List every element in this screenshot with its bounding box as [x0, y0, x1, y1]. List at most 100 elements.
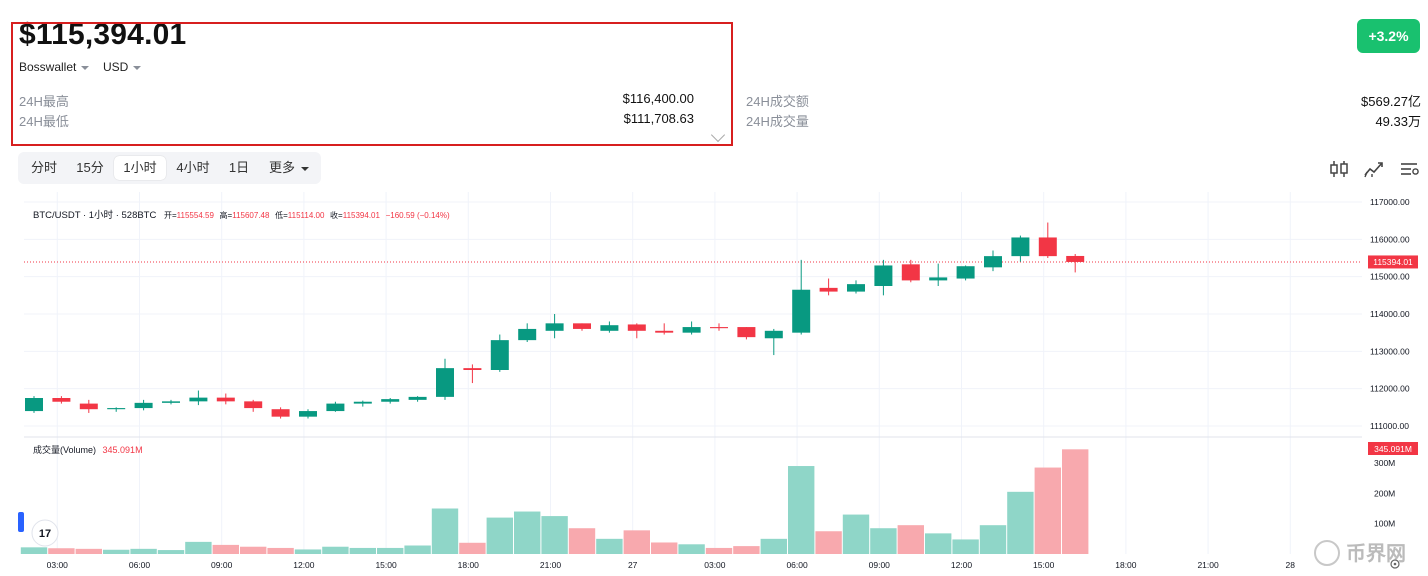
volume-tick-label: 100M — [1374, 519, 1395, 529]
exchange-label: Bosswallet — [19, 60, 77, 74]
price-chart[interactable]: 117000.00 116000.00 115000.00 114000.00 1130… — [0, 192, 1428, 576]
price-axis: 117000.00 116000.00 115000.00 114000.00 1130… — [1370, 197, 1410, 431]
tab-fenshi[interactable]: 分时 — [30, 160, 57, 175]
settings-list-icon[interactable] — [1399, 160, 1421, 178]
stat-value-turnover: $569.27亿 — [1361, 94, 1421, 109]
volume-bar — [404, 545, 431, 554]
indicators-icon[interactable] — [1363, 160, 1385, 178]
volume-bar — [322, 546, 349, 554]
current-price-tag: 115394.01 — [1368, 255, 1418, 269]
time-tick-label: 09:00 — [869, 560, 891, 570]
time-tick-label: 21:00 — [540, 560, 562, 570]
volume-bar — [568, 528, 596, 554]
stat-label-turnover: 24H成交额 — [746, 94, 809, 109]
tab-15m[interactable]: 15分 — [76, 160, 104, 175]
time-tick-label: 06:00 — [129, 560, 151, 570]
volume-bar — [897, 525, 924, 554]
volume-bar — [788, 466, 815, 554]
tab-1d[interactable]: 1日 — [228, 160, 250, 175]
candle-body — [1066, 255, 1085, 262]
candle-body — [600, 325, 619, 331]
volume-bar — [733, 546, 760, 554]
volume-bar — [185, 541, 212, 554]
candle-body — [271, 409, 290, 417]
candle-body — [737, 327, 756, 338]
legend-change: −160.59 (−0.14%) — [386, 211, 450, 220]
volume-bar — [377, 547, 404, 554]
candle-body — [408, 396, 427, 400]
timeframe-tabs: 分时 15分 1小时 4小时 1日 更多 — [18, 152, 321, 184]
tab-1h[interactable]: 1小时 — [114, 156, 166, 180]
volume-axis: 300M 200M 100M — [1374, 458, 1395, 529]
time-tick-label: 18:00 — [458, 560, 480, 570]
tab-4h[interactable]: 4小时 — [176, 160, 210, 175]
time-axis: 03:00 06:00 09:00 12:00 15:00 18:00 21:00 27 03:… — [47, 560, 1296, 570]
volume-bar — [103, 549, 130, 554]
candle-body — [874, 265, 893, 286]
volume-bar — [212, 544, 239, 554]
volume-bar — [431, 508, 459, 554]
time-tick-label: 18:00 — [1115, 560, 1137, 570]
candle-body — [353, 401, 372, 404]
legend-open-label: 开= — [164, 211, 177, 220]
caret-down-icon — [81, 65, 90, 70]
current-volume-label: 345.091M — [1374, 444, 1412, 454]
stat-value-high: $116,400.00 — [622, 91, 694, 106]
legend-symbol: BTC/USDT · 1小时 · 528BTC — [33, 209, 156, 221]
volume-legend-label: 成交量(Volume) — [33, 444, 96, 455]
stat-label-volume: 24H成交量 — [746, 114, 809, 129]
volume-bar — [20, 547, 48, 554]
candle-body — [929, 277, 948, 281]
candle-body — [490, 340, 509, 370]
candles-icon[interactable] — [1328, 160, 1350, 178]
candle-body — [52, 398, 71, 402]
stat-value-volume: 49.33万 — [1375, 114, 1421, 129]
legend-low: 115114.00 — [288, 211, 325, 220]
time-tick-label: 09:00 — [211, 560, 233, 570]
grid — [24, 192, 1362, 554]
legend-close: 115394.01 — [343, 211, 381, 220]
volume-bar — [925, 533, 952, 554]
volume-bar — [979, 525, 1007, 554]
candle-body — [545, 323, 564, 331]
price-tick-label: 115000.00 — [1370, 272, 1410, 282]
candle-body — [956, 266, 975, 279]
volume-bar — [349, 547, 376, 554]
volume-tick-label: 200M — [1374, 488, 1395, 498]
candle-body — [299, 411, 317, 417]
volume-bar — [705, 547, 733, 554]
tradingview-logo-text: 17 — [39, 528, 51, 540]
candle-body — [463, 368, 482, 370]
exchange-selector[interactable]: Bosswallet — [19, 60, 90, 74]
price-tick-label: 114000.00 — [1370, 309, 1410, 319]
candle-body — [381, 399, 400, 402]
volume-legend: 成交量(Volume) 345.091M — [33, 444, 143, 455]
legend-high-label: 高= — [220, 210, 233, 220]
watermark-coin-icon — [1314, 540, 1340, 566]
volume-bar — [486, 517, 513, 554]
currency-selector[interactable]: USD — [103, 60, 142, 74]
volume-bar — [870, 528, 897, 554]
collapse-handle[interactable] — [18, 512, 24, 532]
price-tick-label: 116000.00 — [1370, 234, 1410, 244]
candle-body — [326, 403, 345, 412]
volume-bar — [952, 539, 979, 554]
volume-bar — [651, 542, 678, 554]
candle-body — [189, 397, 208, 402]
time-tick-label: 27 — [628, 560, 638, 570]
candle-body — [847, 284, 865, 292]
volume-bar — [815, 531, 842, 554]
watermark: 币界网 — [1346, 543, 1406, 565]
volume-bar — [541, 516, 568, 554]
volume-bar — [596, 538, 623, 554]
time-tick-label: 28 — [1286, 560, 1296, 570]
axis-settings-icon[interactable] — [1390, 559, 1400, 569]
volume-bar — [1034, 467, 1061, 554]
volume-tick-label: 300M — [1374, 458, 1395, 468]
volume-bars — [20, 449, 1089, 554]
volume-bar — [1062, 449, 1089, 554]
candle-body — [216, 397, 235, 402]
tab-more[interactable]: 更多 — [260, 156, 318, 180]
candle-body — [518, 328, 537, 341]
volume-bar — [678, 544, 705, 554]
